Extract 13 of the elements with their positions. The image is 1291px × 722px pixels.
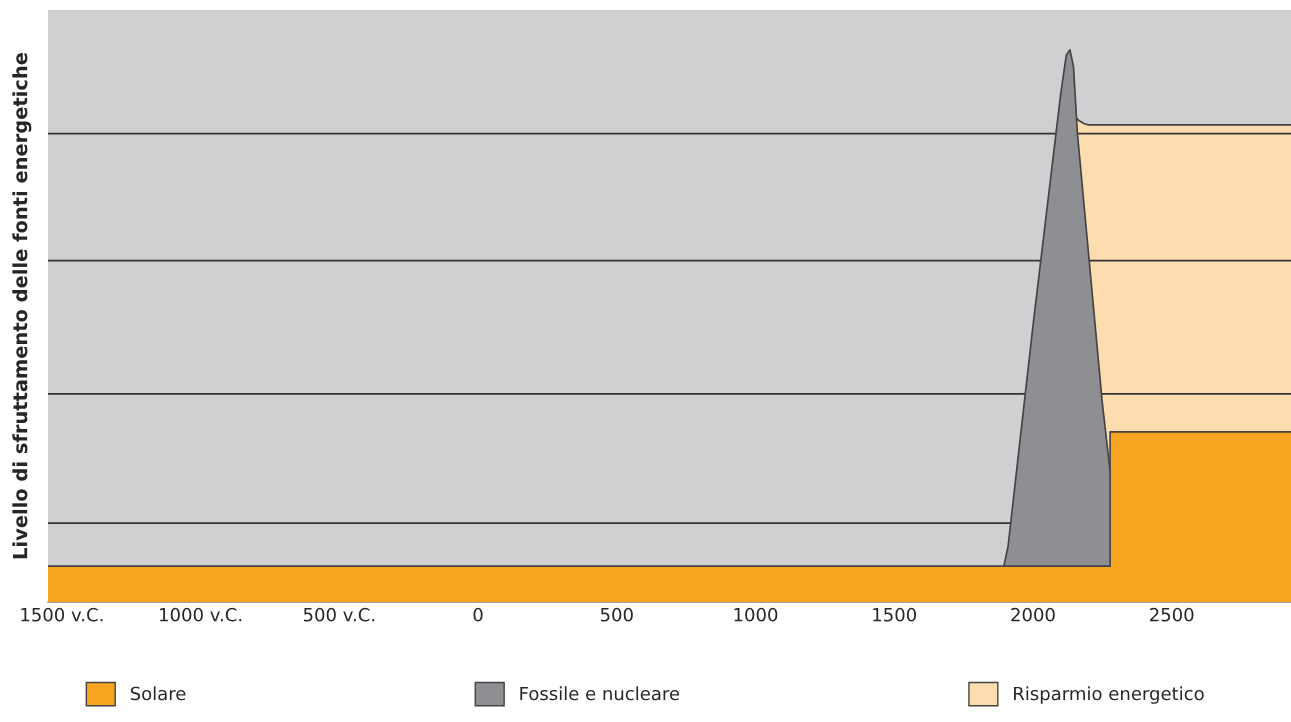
legend-label: Risparmio energetico — [1014, 686, 1204, 704]
x-tick-label: 1500 v.C. — [21, 607, 103, 622]
x-tick-label: 1500 — [873, 607, 917, 622]
x-tick-label: 1000 — [734, 607, 778, 622]
x-tick-label: 2500 — [1150, 607, 1194, 622]
x-tick-label: 500 — [600, 607, 633, 622]
x-tick-label: 2000 — [1011, 607, 1055, 622]
legend-label: Solare — [130, 686, 186, 701]
y-axis-title: Livello di sfruttamento delle fonti energetiche — [12, 53, 32, 559]
x-tick-label: 0 — [473, 607, 483, 622]
x-tick-label: 500 v.C. — [303, 607, 375, 622]
legend-label: Fossile e nucleare — [520, 686, 680, 701]
x-tick-label: 1000 v.C. — [160, 607, 242, 622]
